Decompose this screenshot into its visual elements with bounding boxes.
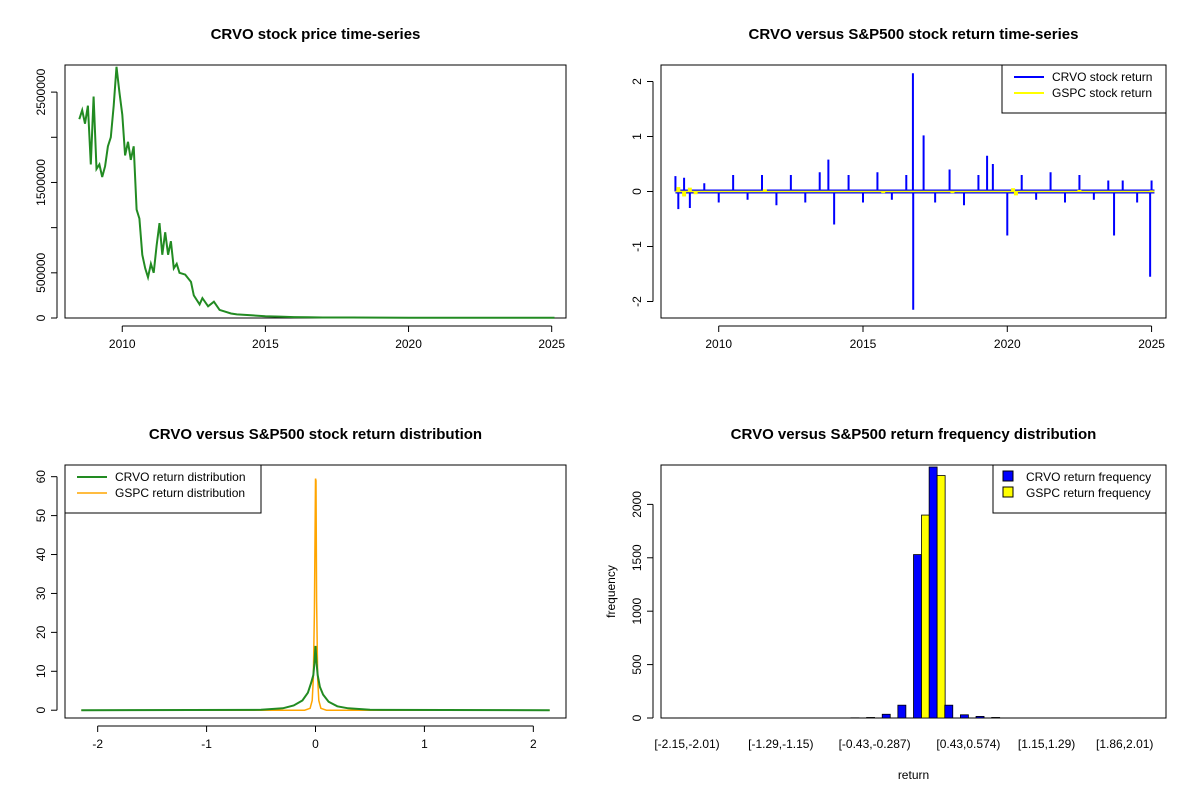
x-tick-label: 2025 [1138,337,1165,351]
chart-title: CRVO versus S&P500 stock return distribu… [149,426,482,443]
y-tick-label: 500000 [34,252,48,292]
y-tick-label: 2500000 [34,68,48,115]
frequency-distribution-panel: CRVO versus S&P500 return frequency dist… [604,426,1167,782]
x-tick-label: 2020 [395,337,422,351]
legend-box [64,464,262,514]
y-tick-label: 1 [630,133,644,140]
x-tick-label: 0 [312,737,319,751]
crvo-frequency-bar [975,715,985,719]
y-tick-label: 0 [34,707,48,714]
crvo-frequency-bar [928,466,938,719]
legend-label: CRVO stock return [1052,70,1152,84]
y-tick-label: 500 [630,654,644,674]
x-tick-label: 2010 [109,337,136,351]
y-tick-label: 20 [34,625,48,639]
x-tick-label: [-2.15,-2.01) [654,737,719,751]
x-tick-label: -2 [92,737,103,751]
x-tick-label: 2010 [705,337,732,351]
price-series-line [78,66,555,319]
x-tick-label: 2 [530,737,537,751]
legend-swatch [1002,486,1014,498]
chart-title: CRVO stock price time-series [211,26,421,43]
x-tick-label: 2025 [538,337,565,351]
y-tick-label: 0 [630,188,644,195]
crvo-frequency-bar [897,704,907,719]
x-tick-label: 1 [421,737,428,751]
x-tick-label: [0.43,0.574) [936,737,1000,751]
y-tick-label: 10 [34,664,48,678]
x-tick-label: 2015 [850,337,877,351]
y-tick-label: 2 [630,78,644,85]
crvo-density-line [81,645,550,712]
gspc-density-line [81,478,550,711]
y-tick-label: 30 [34,586,48,600]
x-tick-label: [1.86,2.01) [1096,737,1153,751]
legend-label: CRVO return distribution [115,470,246,484]
legend-label: CRVO return frequency [1026,470,1151,484]
chart-title: CRVO versus S&P500 stock return time-ser… [749,26,1079,43]
gspc-frequency-bar [936,475,946,719]
y-tick-label: 0 [630,714,644,721]
return-timeseries-panel: CRVO versus S&P500 stock return time-ser… [630,26,1167,351]
y-tick-label: 1500 [630,544,644,571]
y-tick-label: 60 [34,470,48,484]
x-tick-label: [1.15,1.29) [1018,737,1075,751]
chart-title: CRVO versus S&P500 return frequency dist… [731,426,1097,443]
crvo-frequency-bar [991,717,1001,719]
x-tick-label: [-1.29,-1.15) [748,737,813,751]
gspc-frequency-bar [921,514,930,719]
y-tick-label: 1500000 [34,159,48,206]
y-tick-label: 1000 [630,598,644,625]
y-axis-title: frequency [604,565,618,618]
plot-frame [64,64,567,319]
x-tick-label: -1 [201,737,212,751]
crvo-frequency-bar [960,714,969,719]
crvo-frequency-bar [866,717,875,719]
legend-box [992,464,1167,514]
y-tick-label: 0 [34,314,48,321]
legend-label: GSPC return distribution [115,486,245,500]
return-distribution-panel: CRVO versus S&P500 stock return distribu… [34,426,567,751]
x-axis-title: return [898,768,929,782]
crvo-frequency-bar [944,704,954,719]
plot-frame [64,464,567,719]
crvo-frequency-bar [913,554,922,719]
crvo-frequency-bar [881,713,891,719]
x-tick-label: [-0.43,-0.287) [839,737,911,751]
plot-frame [660,64,1167,319]
y-tick-label: 50 [34,509,48,523]
y-tick-label: -2 [630,296,644,307]
legend-swatch [1002,470,1014,482]
x-tick-label: 2015 [252,337,279,351]
y-tick-label: -1 [630,241,644,252]
legend-label: GSPC return frequency [1026,486,1151,500]
x-tick-label: 2020 [994,337,1021,351]
price-timeseries-panel: CRVO stock price time-series 2010 2015 2020… [34,26,567,351]
y-tick-label: 40 [34,548,48,562]
legend-label: GSPC stock return [1052,86,1152,100]
y-tick-label: 2000 [630,491,644,518]
legend-box [1001,64,1167,114]
